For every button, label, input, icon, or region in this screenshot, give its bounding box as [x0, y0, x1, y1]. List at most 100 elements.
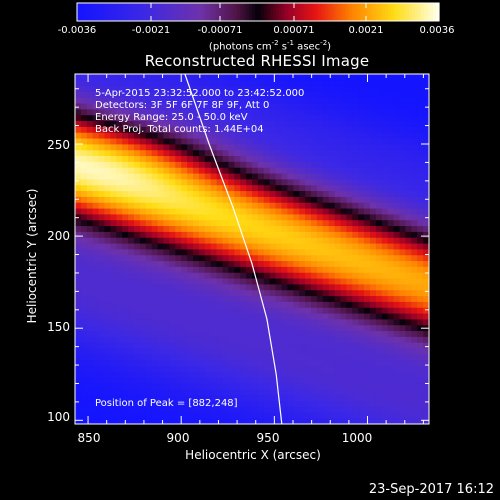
heatmap-pixel — [175, 307, 182, 314]
heatmap-pixel — [423, 138, 430, 145]
heatmap-pixel — [328, 109, 335, 116]
heatmap-pixel — [151, 319, 158, 326]
heatmap-pixel — [145, 161, 153, 168]
heatmap-pixel — [122, 196, 129, 203]
heatmap-pixel — [181, 126, 188, 133]
heatmap-pixel — [181, 196, 188, 203]
heatmap-pixel — [352, 359, 359, 367]
heatmap-pixel — [322, 132, 330, 139]
heatmap-pixel — [269, 144, 276, 151]
heatmap-pixel — [198, 266, 206, 273]
heatmap-pixel — [316, 418, 324, 425]
heatmap-pixel — [393, 97, 400, 104]
heatmap-pixel — [98, 365, 105, 372]
heatmap-pixel — [98, 214, 105, 221]
heatmap-pixel — [234, 289, 241, 297]
heatmap-pixel — [187, 74, 194, 81]
heatmap-pixel — [139, 307, 147, 314]
heatmap-pixel — [328, 126, 335, 133]
heatmap-pixel — [175, 114, 182, 122]
heatmap-pixel — [204, 79, 212, 87]
colorbar-swatch — [375, 3, 380, 21]
heatmap-pixel — [92, 354, 99, 361]
heatmap-pixel — [287, 126, 294, 133]
heatmap-pixel — [145, 324, 153, 332]
heatmap-pixel — [128, 202, 135, 209]
colorbar-swatch — [95, 3, 99, 21]
heatmap-pixel — [311, 272, 318, 279]
heatmap-pixel — [198, 324, 206, 332]
heatmap-pixel — [86, 249, 94, 256]
heatmap-pixel — [169, 389, 176, 396]
heatmap-pixel — [364, 144, 371, 151]
heatmap-pixel — [287, 400, 294, 407]
heatmap-pixel — [86, 342, 94, 349]
heatmap-pixel — [299, 214, 306, 221]
heatmap-pixel — [328, 114, 335, 122]
heatmap-pixel — [116, 225, 123, 232]
heatmap-pixel — [387, 330, 394, 337]
heatmap-pixel — [104, 149, 111, 157]
heatmap-pixel — [311, 260, 318, 267]
heatmap-pixel — [275, 167, 282, 174]
heatmap-pixel — [340, 196, 347, 203]
heatmap-pixel — [187, 406, 194, 413]
heatmap-pixel — [393, 161, 400, 168]
heatmap-pixel — [393, 114, 400, 122]
heatmap-pixel — [328, 324, 335, 332]
heatmap-pixel — [181, 190, 188, 197]
heatmap-pixel — [187, 359, 194, 367]
heatmap-pixel — [405, 342, 412, 349]
heatmap-pixel — [311, 266, 318, 273]
heatmap-pixel — [287, 97, 294, 104]
heatmap-pixel — [399, 307, 406, 314]
colorbar-swatch — [354, 3, 359, 21]
heatmap-pixel — [116, 342, 123, 349]
heatmap-pixel — [299, 342, 306, 349]
heatmap-pixel — [405, 144, 412, 151]
heatmap-pixel — [216, 307, 223, 314]
heatmap-pixel — [340, 359, 347, 367]
heatmap-pixel — [75, 289, 82, 297]
colorbar-swatch — [107, 3, 111, 21]
heatmap-pixel — [157, 225, 164, 232]
heatmap-pixel — [80, 109, 88, 116]
heatmap-pixel — [381, 202, 389, 209]
heatmap-pixel — [198, 114, 206, 122]
heatmap-pixel — [134, 103, 141, 110]
heatmap-pixel — [92, 132, 99, 139]
heatmap-pixel — [328, 260, 335, 267]
heatmap-pixel — [328, 202, 335, 209]
heatmap-pixel — [281, 184, 288, 192]
heatmap-pixel — [80, 79, 88, 87]
heatmap-pixel — [98, 196, 105, 203]
heatmap-pixel — [352, 307, 359, 314]
heatmap-pixel — [222, 313, 229, 320]
heatmap-pixel — [175, 359, 182, 367]
heatmap-pixel — [169, 97, 176, 104]
heatmap-pixel — [175, 301, 182, 308]
heatmap-pixel — [163, 85, 170, 92]
heatmap-pixel — [216, 284, 223, 291]
heatmap-pixel — [334, 359, 341, 367]
heatmap-pixel — [275, 348, 282, 355]
heatmap-pixel — [257, 412, 265, 419]
heatmap-pixel — [417, 342, 424, 349]
heatmap-pixel — [411, 167, 418, 174]
heatmap-pixel — [198, 126, 206, 133]
heatmap-pixel — [157, 272, 164, 279]
heatmap-pixel — [346, 389, 353, 396]
heatmap-pixel — [122, 126, 129, 133]
heatmap-pixel — [293, 161, 300, 168]
heatmap-pixel — [163, 167, 170, 174]
heatmap-pixel — [128, 126, 135, 133]
heatmap-pixel — [193, 109, 200, 116]
heatmap-pixel — [393, 319, 400, 326]
heatmap-pixel — [187, 284, 194, 291]
heatmap-pixel — [187, 342, 194, 349]
heatmap-pixel — [216, 91, 223, 98]
heatmap-pixel — [240, 144, 247, 151]
heatmap-pixel — [151, 132, 158, 139]
heatmap-pixel — [328, 161, 335, 168]
heatmap-pixel — [175, 155, 182, 162]
